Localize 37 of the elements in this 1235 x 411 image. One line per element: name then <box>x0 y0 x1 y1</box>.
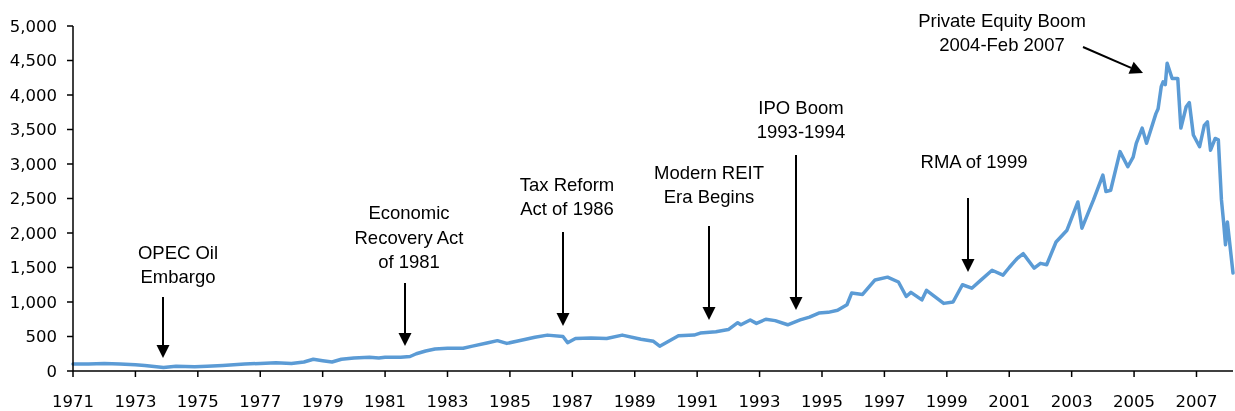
y-tick-label: 1,000 <box>9 292 57 312</box>
y-tick-label: 2,500 <box>9 189 57 209</box>
x-tick-label: 1995 <box>800 392 843 411</box>
annotation: Modern REIT Era Begins <box>653 161 765 207</box>
y-tick-label: 5,000 <box>9 16 57 36</box>
annotation: OPEC Oil Embargo <box>137 241 219 287</box>
x-tick-label: 1975 <box>176 392 219 411</box>
x-tick-label: 1985 <box>488 392 531 411</box>
y-tick-label: 3,000 <box>9 154 57 174</box>
annotation: IPO Boom 1993-1994 <box>756 96 846 142</box>
x-tick-label: 2001 <box>988 392 1031 411</box>
x-tick-label: 2007 <box>1175 392 1218 411</box>
x-tick-label: 1981 <box>364 392 407 411</box>
x-tick-label: 1977 <box>239 392 282 411</box>
y-tick-label: 2,000 <box>9 223 57 243</box>
y-tick-label: 500 <box>25 327 57 347</box>
x-tick-label: 1983 <box>426 392 469 411</box>
x-tick-label: 1999 <box>925 392 968 411</box>
x-tick-label: 1993 <box>738 392 781 411</box>
y-tick-label: 0 <box>46 361 57 381</box>
x-tick-label: 2005 <box>1113 392 1156 411</box>
annotation: Private Equity Boom 2004-Feb 2007 <box>918 9 1086 55</box>
x-tick-label: 1989 <box>613 392 656 411</box>
annotation: RMA of 1999 <box>920 151 1028 172</box>
annotation: Economic Recovery Act of 1981 <box>354 202 464 272</box>
x-tick-label: 1987 <box>551 392 594 411</box>
y-tick-label: 1,500 <box>9 258 57 278</box>
x-tick-label: 1973 <box>114 392 157 411</box>
x-tick-label: 1971 <box>52 392 94 411</box>
y-tick-label: 4,000 <box>9 85 57 105</box>
y-tick-label: 3,500 <box>9 120 57 140</box>
annotation: Tax Reform Act of 1986 <box>519 173 615 219</box>
y-tick-label: 4,500 <box>9 51 57 71</box>
x-tick-label: 1991 <box>676 392 719 411</box>
x-tick-label: 1979 <box>301 392 344 411</box>
x-tick-label: 1997 <box>863 392 906 411</box>
x-tick-label: 2003 <box>1050 392 1093 411</box>
